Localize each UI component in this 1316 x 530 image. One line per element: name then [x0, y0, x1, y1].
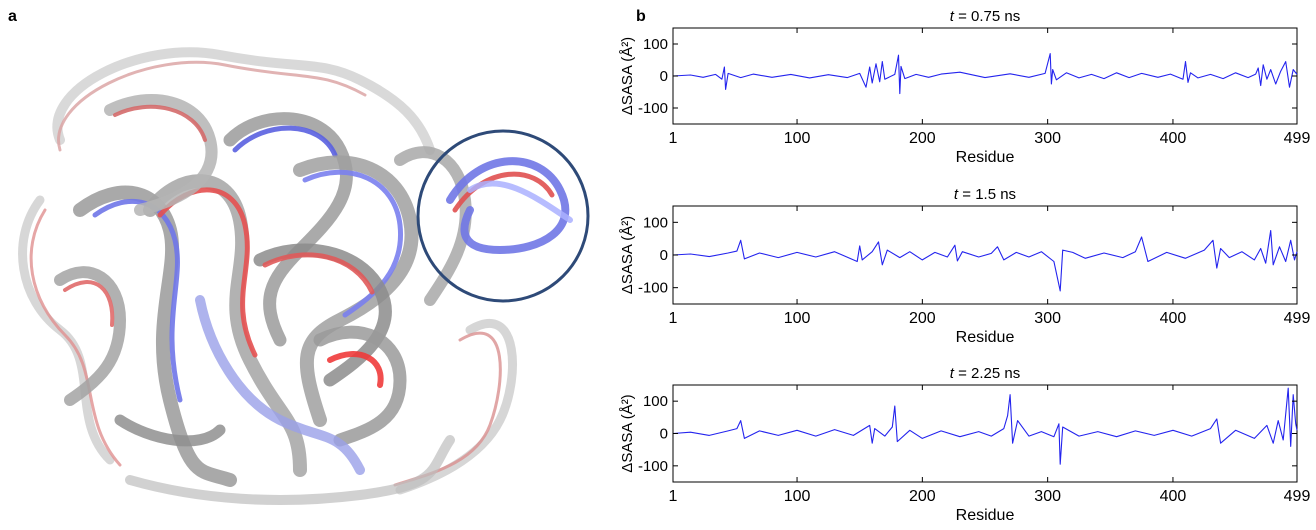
- x-axis-label: Residue: [956, 329, 1015, 346]
- y-tick-label: -100: [638, 458, 668, 475]
- x-tick-label: 499: [1284, 130, 1311, 147]
- y-tick-label: 0: [660, 426, 668, 443]
- x-tick-label: 400: [1160, 130, 1187, 147]
- chart-title: t = 2.25 ns: [950, 365, 1020, 382]
- x-tick-label: 300: [1034, 130, 1061, 147]
- x-axis-label: Residue: [956, 149, 1015, 166]
- chart-2: 1 100 200 300 400 499 100 0 -100 Residue ΔSASA (Å²…: [619, 186, 1310, 346]
- x-tick-label: 499: [1284, 488, 1311, 505]
- y-tick-label: 100: [643, 36, 668, 53]
- highlight-circle: [416, 129, 590, 303]
- x-tick-label: 200: [909, 130, 936, 147]
- x-axis-label: Residue: [956, 507, 1015, 524]
- chart-1: 1 100 200 300 400 499 100 0 -100 Residue ΔSASA (Å²…: [619, 8, 1310, 166]
- y-tick-label: 100: [643, 393, 668, 410]
- series-line-1: [672, 229, 1298, 292]
- x-tick-label: 400: [1160, 310, 1187, 327]
- y-axis-label: ΔSASA (Å²): [619, 37, 636, 115]
- x-tick-label: 300: [1034, 310, 1061, 327]
- panel-a-label: a: [8, 8, 17, 25]
- x-tick-label: 200: [909, 310, 936, 327]
- y-tick-label: 0: [660, 68, 668, 85]
- x-tick-label: 1: [669, 488, 678, 505]
- x-tick-label: 1: [669, 310, 678, 327]
- chart-title: t = 0.75 ns: [950, 8, 1020, 25]
- series-line-1: [672, 387, 1298, 465]
- x-tick-label: 200: [909, 488, 936, 505]
- chart-3: 1 100 200 300 400 499 100 0 -100 Residue ΔSASA (Å²…: [619, 365, 1310, 524]
- x-tick-label: 100: [784, 310, 811, 327]
- y-tick-label: -100: [638, 100, 668, 117]
- y-axis-label: ΔSASA (Å²): [619, 216, 636, 294]
- x-tick-label: 499: [1284, 310, 1311, 327]
- x-tick-label: 300: [1034, 488, 1061, 505]
- chart-title: t = 1.5 ns: [954, 186, 1016, 203]
- x-tick-label: 100: [784, 130, 811, 147]
- x-tick-label: 100: [784, 488, 811, 505]
- y-tick-label: 100: [643, 214, 668, 231]
- x-tick-label: 400: [1160, 488, 1187, 505]
- y-tick-label: -100: [638, 280, 668, 297]
- y-tick-label: 0: [660, 247, 668, 264]
- x-tick-label: 1: [669, 130, 678, 147]
- protein-structure-image: [18, 47, 590, 505]
- panel-b-label: b: [636, 8, 646, 25]
- series-line-1: [672, 53, 1298, 95]
- y-axis-label: ΔSASA (Å²): [619, 394, 636, 472]
